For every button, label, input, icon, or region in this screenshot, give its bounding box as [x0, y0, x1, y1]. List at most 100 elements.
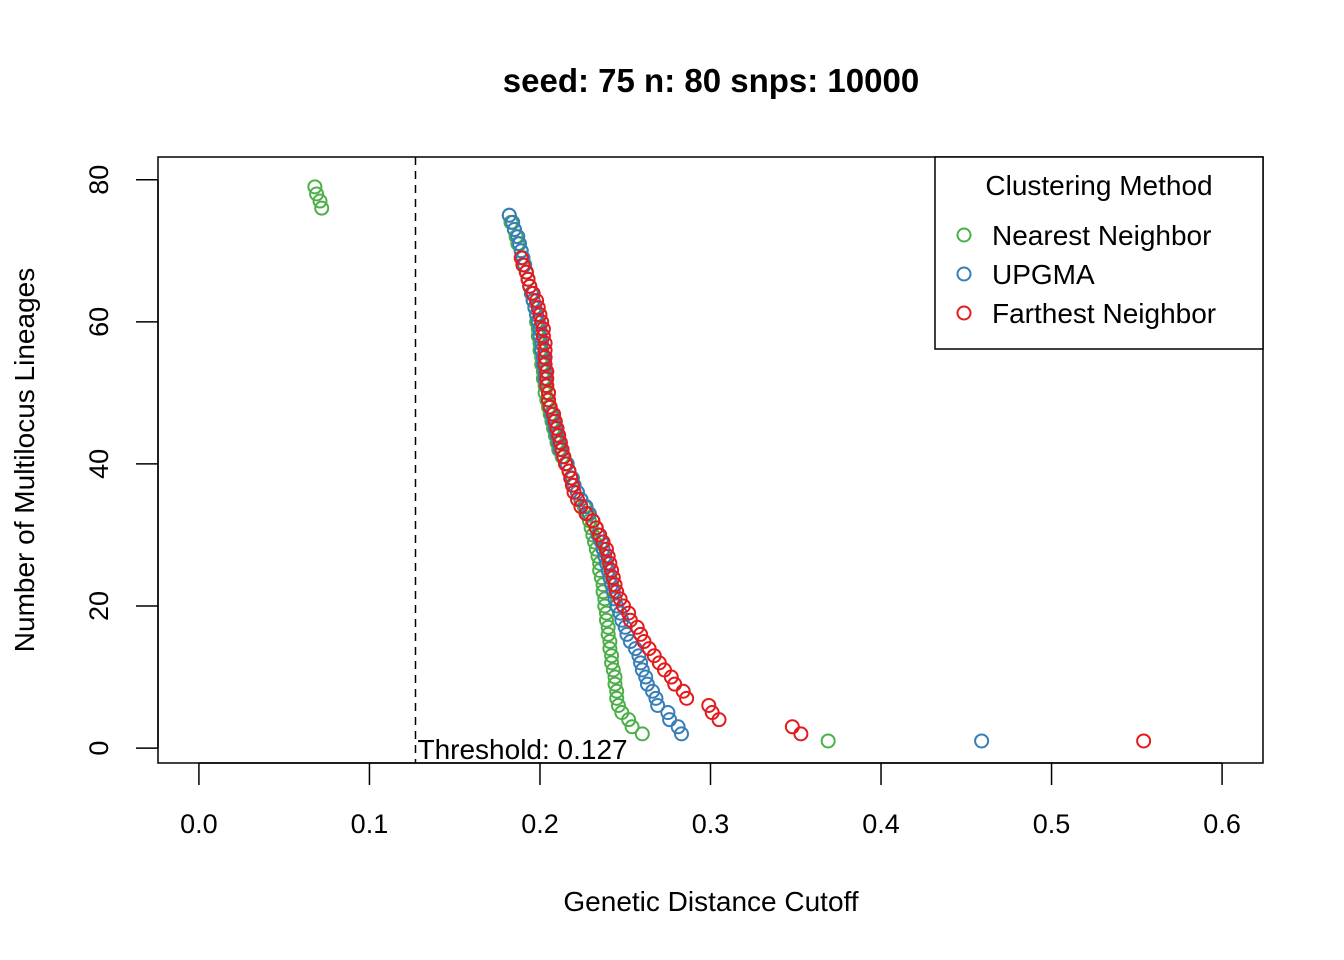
point-farthest-neighbor: [513, 250, 529, 266]
point-farthest-neighbor: [539, 364, 555, 380]
x-tick-label: 0.2: [521, 809, 559, 839]
point-nearest-neighbor: [307, 179, 323, 195]
point-farthest-neighbor: [552, 435, 568, 451]
point-upgma: [510, 229, 526, 245]
point-farthest-neighbor: [537, 356, 553, 372]
point-farthest-neighbor: [633, 626, 649, 642]
point-upgma: [648, 690, 664, 706]
point-farthest-neighbor: [609, 584, 625, 600]
x-tick-label: 0.5: [1033, 809, 1071, 839]
point-farthest-neighbor: [530, 300, 546, 316]
point-farthest-neighbor: [529, 293, 545, 309]
point-farthest-neighbor: [621, 605, 637, 621]
point-farthest-neighbor: [537, 349, 553, 365]
point-nearest-neighbor: [600, 619, 616, 635]
point-farthest-neighbor: [554, 442, 570, 458]
legend-label-farthest-neighbor: Farthest Neighbor: [992, 298, 1216, 329]
point-farthest-neighbor: [541, 392, 557, 408]
point-farthest-neighbor: [542, 399, 558, 415]
point-farthest-neighbor: [566, 484, 582, 500]
point-nearest-neighbor: [621, 712, 637, 728]
chart-title: seed: 75 n: 80 snps: 10000: [503, 62, 919, 99]
y-axis-label: Number of Multilocus Lineages: [9, 268, 40, 652]
point-farthest-neighbor: [784, 719, 800, 735]
point-farthest-neighbor: [518, 264, 534, 280]
point-farthest-neighbor: [663, 669, 679, 685]
point-farthest-neighbor: [569, 491, 585, 507]
point-farthest-neighbor: [604, 562, 620, 578]
point-farthest-neighbor: [607, 577, 623, 593]
point-nearest-neighbor: [602, 641, 618, 657]
x-tick-label: 0.0: [180, 809, 218, 839]
point-upgma: [631, 648, 647, 664]
point-upgma: [645, 683, 661, 699]
point-upgma: [501, 207, 517, 223]
point-farthest-neighbor: [551, 427, 567, 443]
point-farthest-neighbor: [525, 285, 541, 301]
point-nearest-neighbor: [624, 719, 640, 735]
point-upgma: [634, 662, 650, 678]
point-upgma: [660, 705, 676, 721]
point-nearest-neighbor: [605, 662, 621, 678]
point-upgma: [612, 605, 628, 621]
point-nearest-neighbor: [598, 612, 614, 628]
point-upgma: [974, 733, 990, 749]
point-farthest-neighbor: [679, 690, 695, 706]
legend-box: [934, 156, 1264, 350]
point-upgma: [513, 243, 529, 259]
point-nearest-neighbor: [312, 193, 328, 209]
point-farthest-neighbor: [612, 591, 628, 607]
point-farthest-neighbor: [564, 477, 580, 493]
point-nearest-neighbor: [597, 598, 613, 614]
point-farthest-neighbor: [515, 257, 531, 273]
point-farthest-neighbor: [558, 456, 574, 472]
x-tick-label: 0.3: [692, 809, 730, 839]
point-farthest-neighbor: [675, 683, 691, 699]
point-nearest-neighbor: [607, 676, 623, 692]
point-upgma: [674, 726, 690, 742]
point-nearest-neighbor: [607, 669, 623, 685]
x-tick-label: 0.6: [1203, 809, 1241, 839]
point-nearest-neighbor: [634, 726, 650, 742]
data-points: [307, 179, 1152, 749]
y-tick-label: 0: [84, 741, 114, 756]
point-upgma: [609, 598, 625, 614]
y-tick-label: 40: [84, 449, 114, 479]
point-farthest-neighbor: [563, 470, 579, 486]
point-farthest-neighbor: [537, 335, 553, 351]
point-farthest-neighbor: [534, 314, 550, 330]
legend-items: Nearest Neighbor UPGMA Farthest Neighbor: [956, 220, 1216, 329]
y-tick-label: 20: [84, 591, 114, 621]
point-farthest-neighbor: [600, 548, 616, 564]
x-tick-label: 0.4: [862, 809, 900, 839]
point-farthest-neighbor: [522, 278, 538, 294]
legend: Clustering Method Nearest Neighbor UPGMA F…: [934, 156, 1264, 350]
point-farthest-neighbor: [711, 712, 727, 728]
point-upgma: [638, 669, 654, 685]
point-nearest-neighbor: [820, 733, 836, 749]
point-nearest-neighbor: [602, 634, 618, 650]
point-farthest-neighbor: [541, 385, 557, 401]
point-farthest-neighbor: [592, 527, 608, 543]
legend-marker-nearest-neighbor: [956, 227, 972, 243]
point-farthest-neighbor: [547, 413, 563, 429]
point-farthest-neighbor: [585, 513, 601, 529]
y-tick-label: 60: [84, 307, 114, 337]
point-farthest-neighbor: [701, 697, 717, 713]
point-nearest-neighbor: [309, 186, 325, 202]
point-farthest-neighbor: [532, 307, 548, 323]
point-upgma: [650, 697, 666, 713]
point-farthest-neighbor: [588, 520, 604, 536]
legend-title: Clustering Method: [985, 170, 1212, 201]
point-upgma: [512, 236, 528, 252]
point-farthest-neighbor: [537, 342, 553, 358]
legend-label-upgma: UPGMA: [992, 259, 1095, 290]
point-farthest-neighbor: [595, 534, 611, 550]
point-farthest-neighbor: [561, 463, 577, 479]
y-tick-label: 80: [84, 165, 114, 195]
legend-marker-farthest-neighbor: [956, 305, 972, 321]
point-farthest-neighbor: [598, 541, 614, 557]
x-axis: 0.0 0.1 0.2 0.3 0.4 0.5 0.6: [180, 762, 1241, 839]
point-nearest-neighbor: [314, 200, 330, 216]
